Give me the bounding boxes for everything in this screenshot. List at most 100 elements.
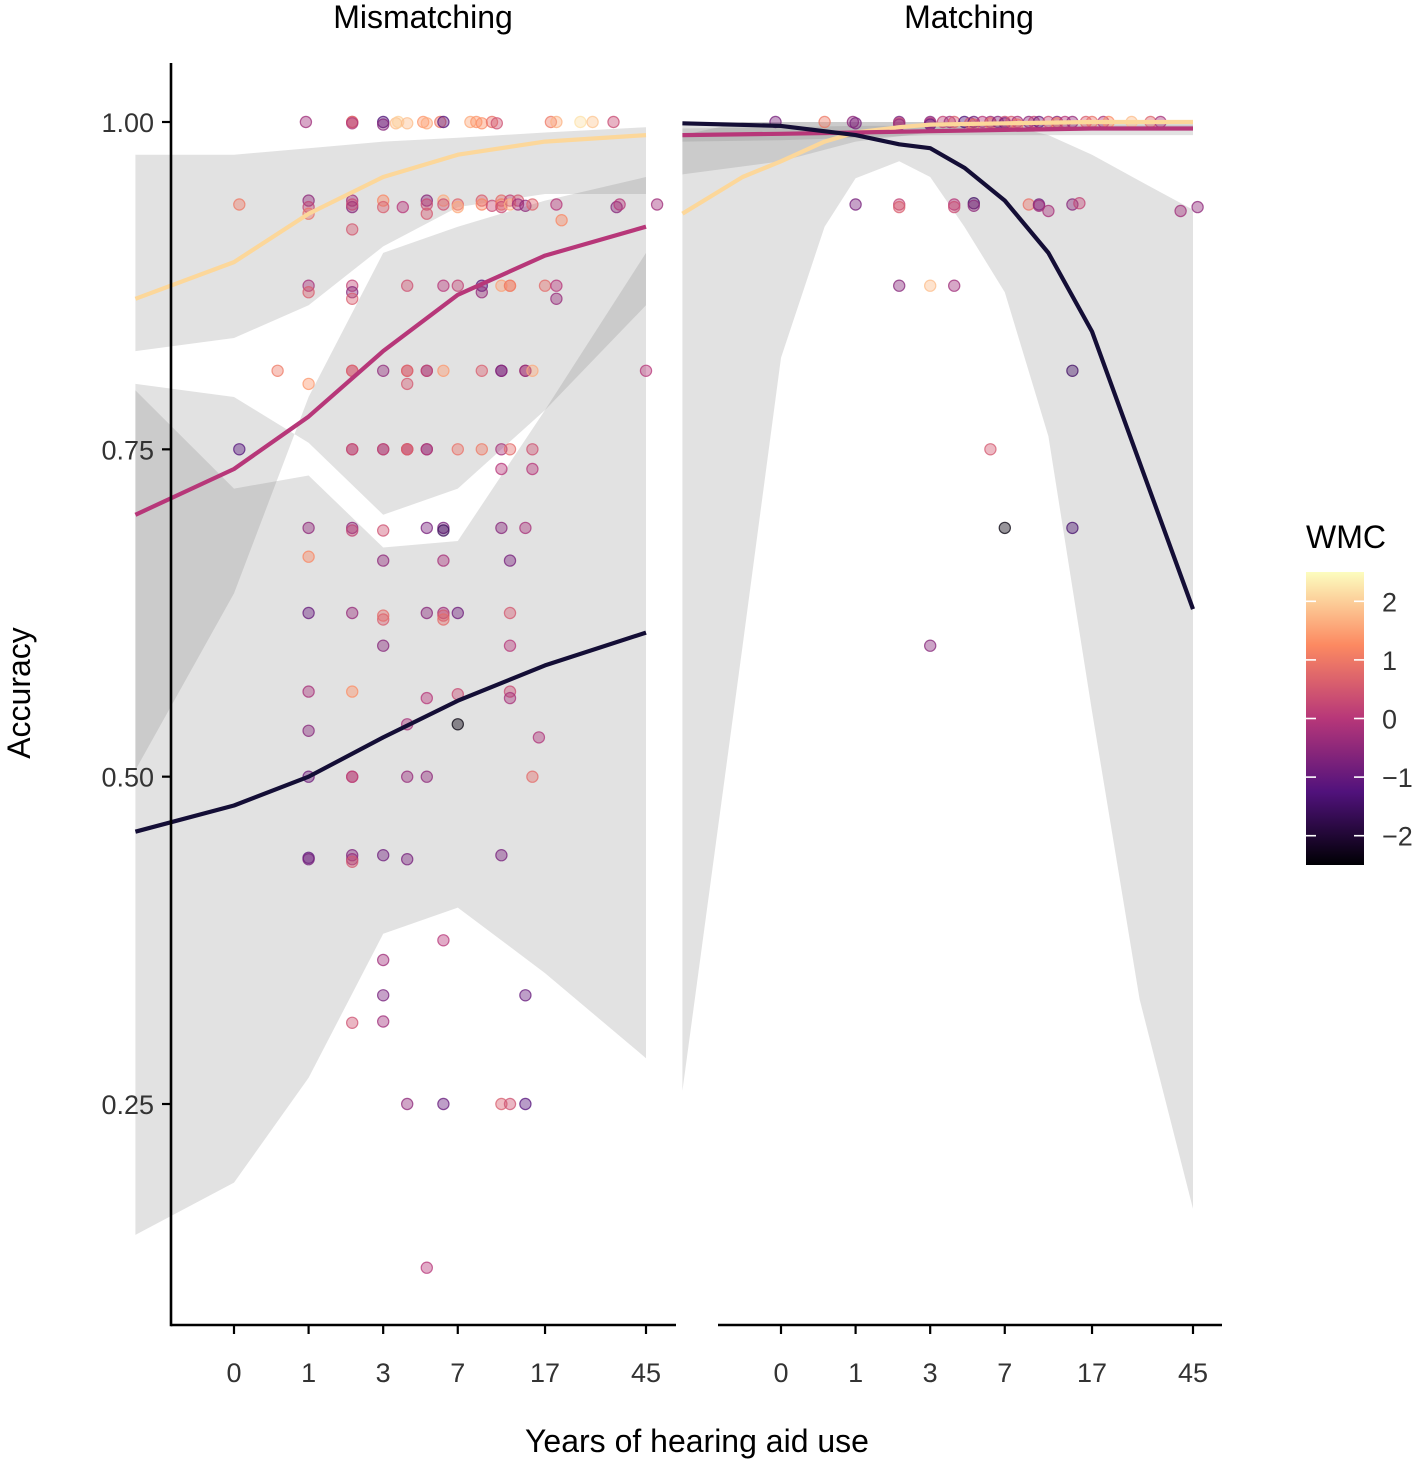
- data-point: [233, 443, 246, 456]
- data-point: [924, 279, 937, 292]
- data-point: [475, 286, 488, 299]
- data-point: [485, 199, 499, 212]
- data-point: [503, 639, 517, 652]
- x-tick-label: 45: [631, 1358, 661, 1388]
- y-tick-label: 1.00: [101, 108, 154, 138]
- data-point: [420, 770, 433, 783]
- data-point: [1191, 200, 1204, 214]
- data-point: [434, 115, 447, 129]
- y-axis-title: Accuracy: [1, 627, 37, 759]
- data-point: [437, 554, 450, 567]
- x-tick-label: 7: [997, 1358, 1012, 1388]
- data-point: [401, 1097, 414, 1111]
- data-point: [401, 853, 414, 866]
- data-point: [550, 198, 563, 211]
- data-point: [437, 934, 450, 947]
- data-point: [346, 770, 359, 783]
- data-point: [346, 524, 359, 537]
- data-point: [401, 377, 414, 391]
- data-point: [526, 443, 539, 456]
- data-point: [437, 194, 450, 207]
- data-point: [550, 115, 563, 129]
- fit-line-wmc-0: [682, 126, 1193, 138]
- fit-line-wmc-0: [134, 224, 647, 517]
- x-tick-label: 1: [848, 1358, 863, 1388]
- ribbon-wmc-2: [135, 127, 646, 352]
- data-point: [302, 685, 315, 698]
- data-point: [818, 115, 831, 129]
- data-point: [451, 718, 464, 731]
- data-point: [475, 194, 488, 207]
- data-point: [302, 286, 315, 299]
- data-point: [924, 639, 937, 652]
- y-tick-label: 0.50: [101, 763, 154, 793]
- data-point: [495, 443, 508, 456]
- data-point: [503, 554, 517, 567]
- data-point: [1073, 196, 1086, 210]
- data-point: [437, 279, 450, 292]
- x-tick-label: 7: [450, 1358, 465, 1388]
- data-point: [420, 198, 433, 211]
- data-point: [346, 855, 359, 869]
- data-point: [503, 1097, 517, 1111]
- ribbon-wmc--2: [682, 122, 1193, 1209]
- data-point: [377, 443, 390, 456]
- data-point: [420, 691, 433, 705]
- fit-line-wmc-2: [681, 119, 1193, 216]
- data-point: [526, 462, 539, 476]
- data-point: [475, 443, 488, 456]
- data-point: [451, 279, 464, 292]
- data-point: [503, 691, 517, 705]
- data-point: [377, 554, 390, 567]
- data-point: [420, 364, 433, 377]
- panel-mismatching: Mismatching 0 1 3 7 17 45: [134, 0, 676, 1388]
- panel-title-matching: Matching: [904, 0, 1034, 35]
- data-point: [377, 364, 390, 377]
- data-point: [967, 199, 981, 212]
- data-point: [526, 364, 539, 377]
- data-point: [346, 286, 359, 299]
- data-point: [437, 524, 450, 537]
- data-point: [998, 521, 1012, 535]
- data-point: [503, 685, 517, 698]
- legend-tick-label: −1: [1382, 763, 1413, 793]
- data-point: [437, 364, 450, 377]
- data-point: [1174, 204, 1187, 218]
- data-point: [650, 198, 664, 211]
- data-point: [519, 521, 532, 535]
- panel-title-mismatching: Mismatching: [333, 0, 513, 35]
- x-tick-label: 0: [226, 1358, 241, 1388]
- legend-tick-label: 0: [1382, 705, 1397, 735]
- data-point: [437, 198, 450, 211]
- data-point: [420, 194, 433, 207]
- data-point: [420, 117, 433, 130]
- data-point: [437, 1097, 450, 1111]
- data-point: [346, 606, 359, 620]
- data-point: [555, 213, 568, 227]
- data-point: [451, 443, 464, 456]
- data-point: [503, 606, 517, 620]
- data-point: [519, 989, 532, 1002]
- data-point: [233, 198, 246, 211]
- data-point: [346, 1016, 359, 1030]
- legend-tick-label: 2: [1382, 587, 1397, 617]
- panel-matching: Matching 0 1 3 7 17 45: [681, 0, 1222, 1388]
- wmc-legend: WMC 2 1 0 −1 −2: [1306, 519, 1413, 865]
- data-point: [377, 639, 390, 652]
- data-point: [849, 198, 862, 211]
- data-point: [377, 989, 390, 1002]
- data-point: [475, 117, 488, 130]
- data-point: [639, 364, 653, 377]
- data-point: [401, 364, 414, 377]
- data-point: [346, 292, 359, 305]
- data-point: [420, 207, 433, 220]
- data-point: [893, 279, 906, 292]
- data-point: [420, 521, 433, 535]
- data-point: [377, 953, 390, 967]
- data-point: [346, 117, 359, 130]
- data-point: [550, 279, 563, 292]
- data-point: [948, 279, 961, 292]
- data-point: [538, 279, 552, 292]
- data-point: [346, 443, 359, 456]
